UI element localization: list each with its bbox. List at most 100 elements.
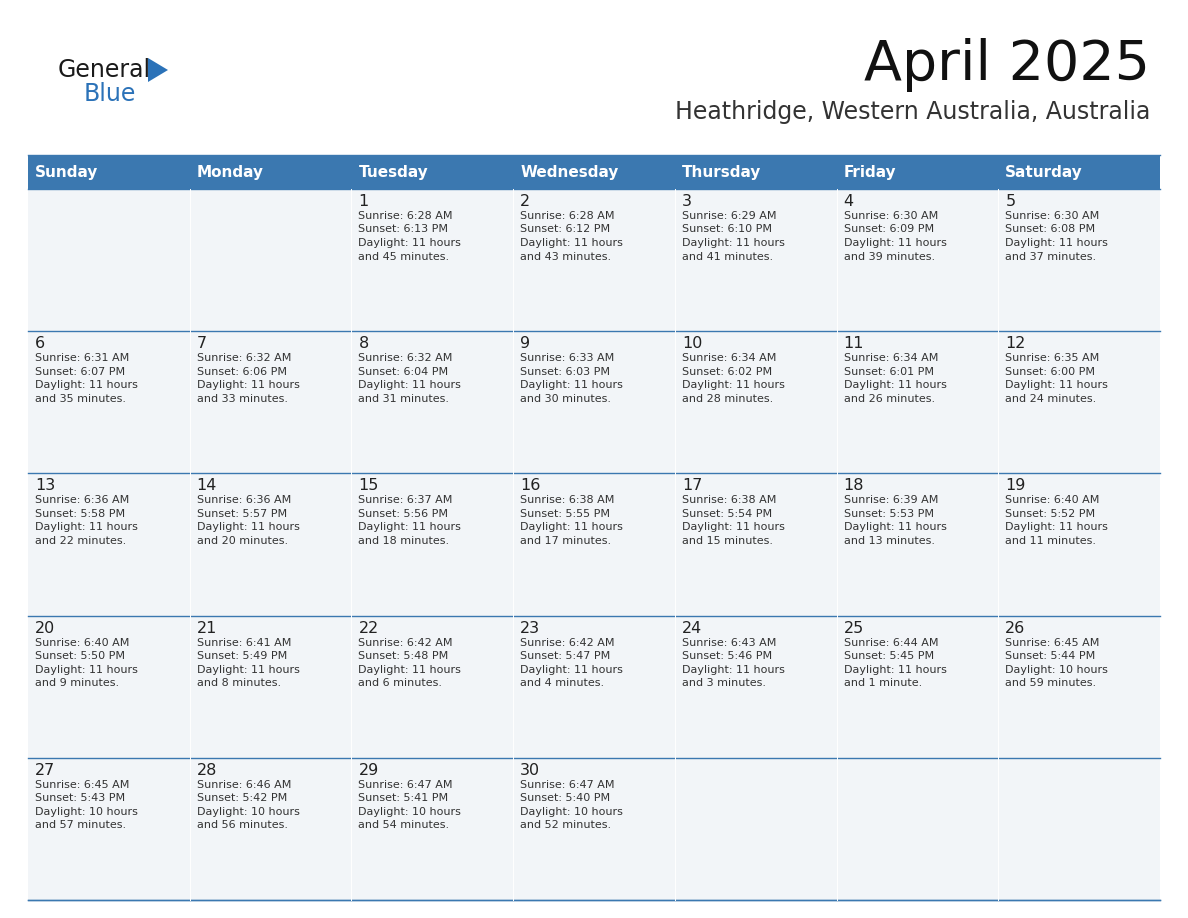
Text: Sunrise: 6:32 AM: Sunrise: 6:32 AM xyxy=(197,353,291,364)
Text: 11: 11 xyxy=(843,336,864,352)
Text: Daylight: 11 hours: Daylight: 11 hours xyxy=(197,522,299,532)
Bar xyxy=(998,757,1159,900)
Text: Daylight: 11 hours: Daylight: 11 hours xyxy=(520,380,623,390)
Bar xyxy=(352,616,513,757)
Text: Sunrise: 6:38 AM: Sunrise: 6:38 AM xyxy=(520,496,614,506)
Text: and 26 minutes.: and 26 minutes. xyxy=(843,394,935,404)
Text: and 52 minutes.: and 52 minutes. xyxy=(520,821,612,830)
Text: Sunrise: 6:45 AM: Sunrise: 6:45 AM xyxy=(34,779,129,789)
Text: Daylight: 11 hours: Daylight: 11 hours xyxy=(843,522,947,532)
Text: Daylight: 11 hours: Daylight: 11 hours xyxy=(682,238,785,248)
Bar xyxy=(29,616,190,757)
Text: Heathridge, Western Australia, Australia: Heathridge, Western Australia, Australia xyxy=(675,100,1150,124)
Text: Sunset: 5:50 PM: Sunset: 5:50 PM xyxy=(34,651,125,661)
Bar xyxy=(836,616,998,757)
Text: Daylight: 11 hours: Daylight: 11 hours xyxy=(843,665,947,675)
Bar xyxy=(352,155,513,189)
Text: Tuesday: Tuesday xyxy=(359,164,428,180)
Text: 10: 10 xyxy=(682,336,702,352)
Text: Monday: Monday xyxy=(197,164,264,180)
Text: 5: 5 xyxy=(1005,194,1016,209)
Bar xyxy=(836,474,998,616)
Text: Sunrise: 6:37 AM: Sunrise: 6:37 AM xyxy=(359,496,453,506)
Text: 27: 27 xyxy=(34,763,56,778)
Text: Daylight: 11 hours: Daylight: 11 hours xyxy=(520,522,623,532)
Bar xyxy=(998,616,1159,757)
Text: Sunset: 6:03 PM: Sunset: 6:03 PM xyxy=(520,366,611,376)
Text: Sunset: 6:06 PM: Sunset: 6:06 PM xyxy=(197,366,286,376)
Bar xyxy=(675,189,836,331)
Text: and 1 minute.: and 1 minute. xyxy=(843,678,922,688)
Text: Sunset: 5:56 PM: Sunset: 5:56 PM xyxy=(359,509,448,519)
Text: Sunset: 5:57 PM: Sunset: 5:57 PM xyxy=(197,509,286,519)
Bar xyxy=(513,616,675,757)
Text: 15: 15 xyxy=(359,478,379,493)
Text: 28: 28 xyxy=(197,763,217,778)
Text: Sunset: 6:00 PM: Sunset: 6:00 PM xyxy=(1005,366,1095,376)
Text: and 8 minutes.: and 8 minutes. xyxy=(197,678,280,688)
Text: and 57 minutes.: and 57 minutes. xyxy=(34,821,126,830)
Text: Sunrise: 6:43 AM: Sunrise: 6:43 AM xyxy=(682,638,776,647)
Text: Daylight: 11 hours: Daylight: 11 hours xyxy=(34,522,138,532)
Text: Sunset: 5:46 PM: Sunset: 5:46 PM xyxy=(682,651,772,661)
Text: and 59 minutes.: and 59 minutes. xyxy=(1005,678,1097,688)
Text: Daylight: 11 hours: Daylight: 11 hours xyxy=(682,665,785,675)
Text: Daylight: 10 hours: Daylight: 10 hours xyxy=(1005,665,1108,675)
Text: Saturday: Saturday xyxy=(1005,164,1083,180)
Text: Sunrise: 6:40 AM: Sunrise: 6:40 AM xyxy=(34,638,129,647)
Bar xyxy=(836,331,998,474)
Text: and 17 minutes.: and 17 minutes. xyxy=(520,536,612,546)
Text: and 30 minutes.: and 30 minutes. xyxy=(520,394,611,404)
Text: Sunrise: 6:32 AM: Sunrise: 6:32 AM xyxy=(359,353,453,364)
Text: and 18 minutes.: and 18 minutes. xyxy=(359,536,449,546)
Text: 17: 17 xyxy=(682,478,702,493)
Text: and 33 minutes.: and 33 minutes. xyxy=(197,394,287,404)
Text: Sunset: 6:10 PM: Sunset: 6:10 PM xyxy=(682,225,772,234)
Text: and 4 minutes.: and 4 minutes. xyxy=(520,678,605,688)
Text: and 22 minutes.: and 22 minutes. xyxy=(34,536,126,546)
Text: 22: 22 xyxy=(359,621,379,635)
Text: and 31 minutes.: and 31 minutes. xyxy=(359,394,449,404)
Text: Daylight: 11 hours: Daylight: 11 hours xyxy=(1005,522,1108,532)
Text: Sunset: 6:01 PM: Sunset: 6:01 PM xyxy=(843,366,934,376)
Text: 26: 26 xyxy=(1005,621,1025,635)
Text: General: General xyxy=(58,58,151,82)
Bar xyxy=(836,189,998,331)
Bar xyxy=(190,616,352,757)
Text: 9: 9 xyxy=(520,336,530,352)
Text: and 13 minutes.: and 13 minutes. xyxy=(843,536,935,546)
Text: Daylight: 11 hours: Daylight: 11 hours xyxy=(34,380,138,390)
Text: Sunset: 5:45 PM: Sunset: 5:45 PM xyxy=(843,651,934,661)
Text: Sunrise: 6:33 AM: Sunrise: 6:33 AM xyxy=(520,353,614,364)
Text: Daylight: 11 hours: Daylight: 11 hours xyxy=(359,238,461,248)
Bar xyxy=(513,189,675,331)
Text: and 54 minutes.: and 54 minutes. xyxy=(359,821,449,830)
Text: Sunrise: 6:30 AM: Sunrise: 6:30 AM xyxy=(1005,211,1100,221)
Bar xyxy=(190,331,352,474)
Text: Sunset: 5:54 PM: Sunset: 5:54 PM xyxy=(682,509,772,519)
Text: Daylight: 11 hours: Daylight: 11 hours xyxy=(843,380,947,390)
Text: Sunset: 6:02 PM: Sunset: 6:02 PM xyxy=(682,366,772,376)
Text: Daylight: 11 hours: Daylight: 11 hours xyxy=(520,665,623,675)
Bar xyxy=(29,155,190,189)
Text: Sunset: 5:47 PM: Sunset: 5:47 PM xyxy=(520,651,611,661)
Bar xyxy=(998,155,1159,189)
Text: 3: 3 xyxy=(682,194,691,209)
Text: Sunset: 6:12 PM: Sunset: 6:12 PM xyxy=(520,225,611,234)
Text: Sunset: 5:43 PM: Sunset: 5:43 PM xyxy=(34,793,125,803)
Bar xyxy=(675,757,836,900)
Text: Sunrise: 6:28 AM: Sunrise: 6:28 AM xyxy=(359,211,453,221)
Text: and 24 minutes.: and 24 minutes. xyxy=(1005,394,1097,404)
Text: 13: 13 xyxy=(34,478,56,493)
Text: Daylight: 11 hours: Daylight: 11 hours xyxy=(197,380,299,390)
Text: Sunset: 5:48 PM: Sunset: 5:48 PM xyxy=(359,651,449,661)
Text: Sunrise: 6:34 AM: Sunrise: 6:34 AM xyxy=(843,353,939,364)
Text: Sunset: 5:42 PM: Sunset: 5:42 PM xyxy=(197,793,287,803)
Text: Sunrise: 6:30 AM: Sunrise: 6:30 AM xyxy=(843,211,937,221)
Bar xyxy=(29,331,190,474)
Text: Sunrise: 6:36 AM: Sunrise: 6:36 AM xyxy=(197,496,291,506)
Text: 7: 7 xyxy=(197,336,207,352)
Text: and 35 minutes.: and 35 minutes. xyxy=(34,394,126,404)
Text: Sunrise: 6:34 AM: Sunrise: 6:34 AM xyxy=(682,353,776,364)
Bar xyxy=(513,757,675,900)
